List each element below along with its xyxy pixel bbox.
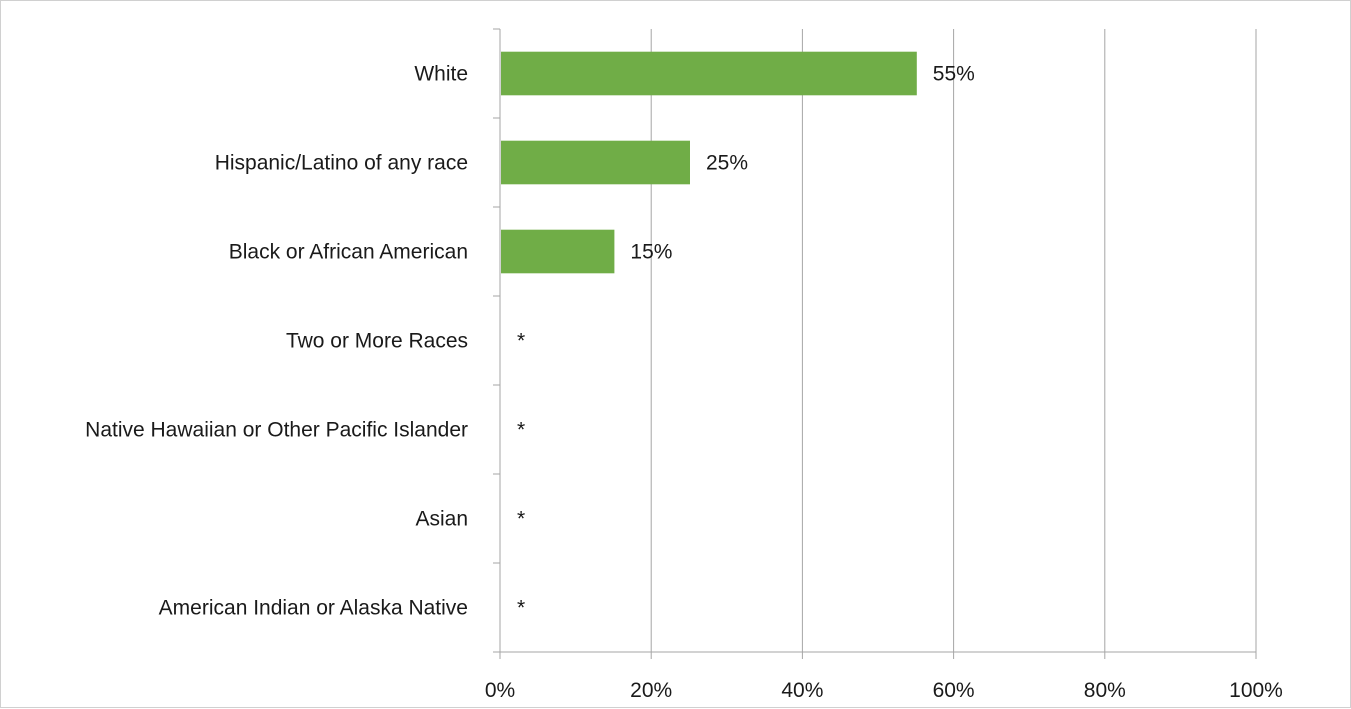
- labels: 0% 20% 40% 60% 80% 100% White 55% Hispanic/Latin…: [85, 63, 1283, 703]
- data-label: 55%: [933, 63, 975, 86]
- gridlines: [650, 29, 1257, 652]
- x-tick-label: 80%: [1084, 679, 1126, 702]
- x-tick-label: 60%: [933, 679, 975, 702]
- bar: [501, 51, 917, 96]
- axes: [493, 28, 1257, 659]
- x-tick-label: 100%: [1229, 679, 1283, 702]
- bars: [501, 51, 917, 274]
- category-label: White: [414, 63, 468, 86]
- category-label: American Indian or Alaska Native: [159, 597, 468, 620]
- category-label: Black or African American: [229, 241, 468, 264]
- data-label: *: [517, 508, 525, 531]
- category-label: Asian: [415, 508, 468, 531]
- data-label: *: [517, 419, 525, 442]
- data-label: 15%: [630, 241, 672, 264]
- x-tick-label: 20%: [630, 679, 672, 702]
- data-label: 25%: [706, 152, 748, 175]
- category-label: Hispanic/Latino of any race: [215, 152, 468, 175]
- category-label: Two or More Races: [286, 330, 468, 353]
- data-label: *: [517, 330, 525, 353]
- data-label: *: [517, 597, 525, 620]
- category-label: Native Hawaiian or Other Pacific Islande…: [85, 419, 468, 442]
- bar: [501, 229, 615, 274]
- x-tick-label: 0%: [485, 679, 515, 702]
- bar: [501, 140, 690, 185]
- x-tick-label: 40%: [781, 679, 823, 702]
